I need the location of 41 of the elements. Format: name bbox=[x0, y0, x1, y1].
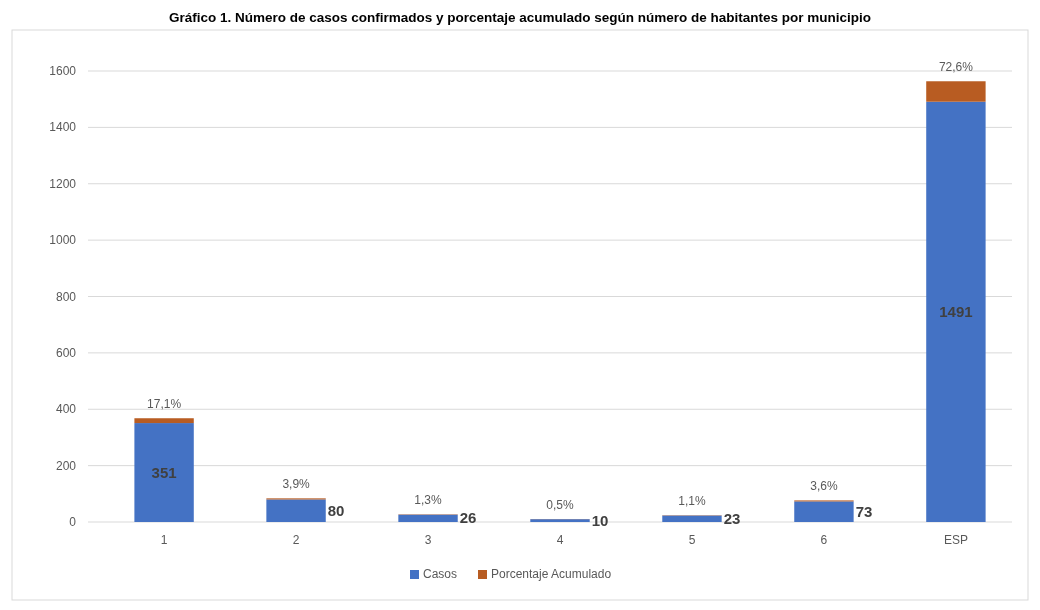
x-tick-label: 3 bbox=[424, 533, 432, 547]
y-tick-label: 1200 bbox=[49, 176, 77, 191]
x-tick-label: 6 bbox=[820, 533, 828, 547]
data-label: 17,1% bbox=[147, 397, 182, 412]
data-label: 1,3% bbox=[414, 493, 443, 508]
y-tick-label: 400 bbox=[55, 402, 77, 417]
data-label: 0,5% bbox=[546, 498, 574, 513]
y-tick-label: 1600 bbox=[49, 64, 77, 78]
data-label: 3,6% bbox=[810, 479, 838, 494]
data-label: 80 bbox=[327, 501, 345, 519]
y-tick-label: 0 bbox=[69, 515, 77, 529]
legend-label: Casos bbox=[423, 567, 458, 581]
x-tick-label: 4 bbox=[556, 533, 564, 547]
chart-title: Gráfico 1. Número de casos confirmados y porcentaje acumulado según número de habitantes por municipio bbox=[168, 10, 872, 25]
bar bbox=[398, 514, 458, 522]
x-tick-label: 5 bbox=[688, 533, 696, 547]
x-tick-label: ESP bbox=[943, 533, 968, 547]
y-tick-label: 800 bbox=[55, 289, 77, 304]
legend-label: Porcentaje Acumulado bbox=[491, 567, 612, 581]
data-label: 10 bbox=[591, 511, 609, 529]
bar bbox=[662, 515, 722, 522]
data-label: 351 bbox=[151, 463, 177, 481]
bar bbox=[926, 101, 986, 522]
data-label: 3,9% bbox=[282, 477, 311, 492]
bar bbox=[926, 81, 986, 102]
y-tick-label: 1000 bbox=[49, 233, 77, 248]
data-label: 73 bbox=[855, 502, 873, 520]
bar bbox=[134, 418, 194, 424]
data-label: 26 bbox=[459, 509, 477, 527]
y-tick-label: 1400 bbox=[49, 120, 77, 135]
x-tick-label: 2 bbox=[292, 533, 300, 547]
data-label: 1,1% bbox=[678, 494, 706, 509]
bar bbox=[266, 499, 326, 522]
bar bbox=[134, 423, 194, 522]
y-tick-label: 600 bbox=[55, 345, 77, 360]
y-tick-label: 200 bbox=[55, 458, 77, 473]
data-label: 72,6% bbox=[938, 60, 974, 75]
data-label: 1491 bbox=[939, 302, 973, 320]
x-tick-label: 1 bbox=[160, 533, 168, 547]
bar bbox=[794, 501, 854, 522]
data-label: 23 bbox=[723, 509, 741, 527]
